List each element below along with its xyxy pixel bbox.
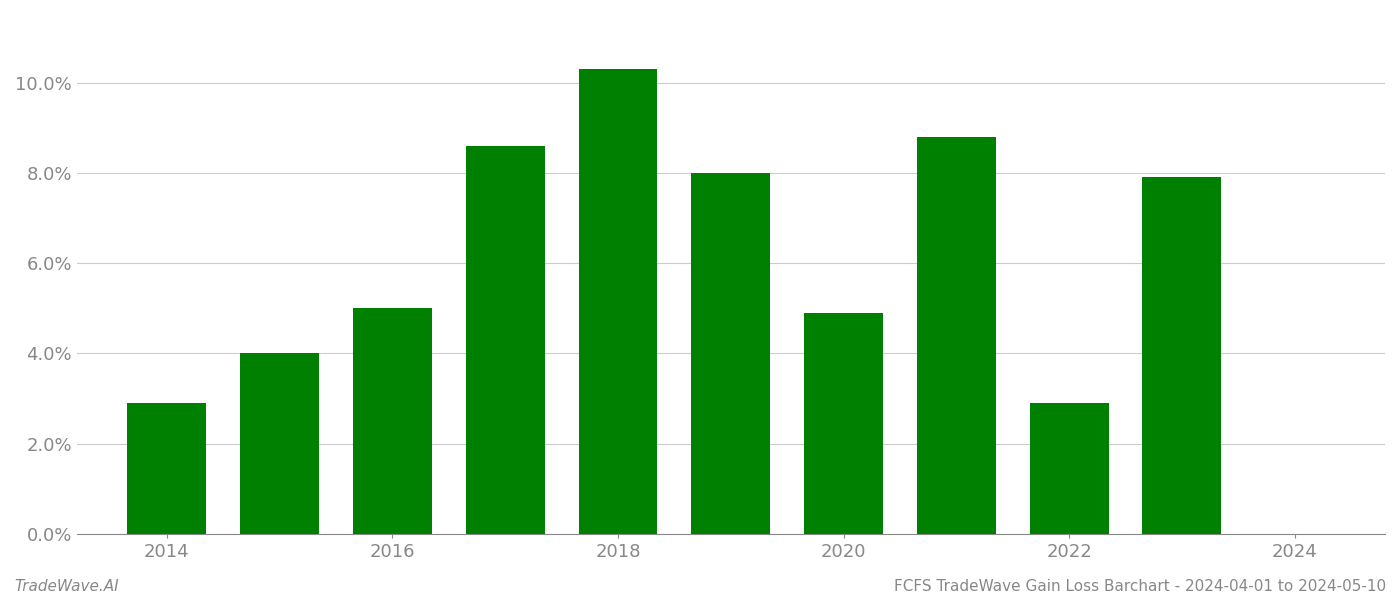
Bar (804, 313, 883, 534)
Bar (692, 173, 770, 534)
Bar (1142, 178, 1221, 534)
Text: FCFS TradeWave Gain Loss Barchart - 2024-04-01 to 2024-05-10: FCFS TradeWave Gain Loss Barchart - 2024… (893, 579, 1386, 594)
Text: TradeWave.AI: TradeWave.AI (14, 579, 119, 594)
Bar (241, 353, 319, 534)
Bar (466, 146, 545, 534)
Bar (1030, 403, 1109, 534)
Bar (578, 69, 658, 534)
Bar (127, 403, 206, 534)
Bar (353, 308, 433, 534)
Bar (917, 137, 995, 534)
